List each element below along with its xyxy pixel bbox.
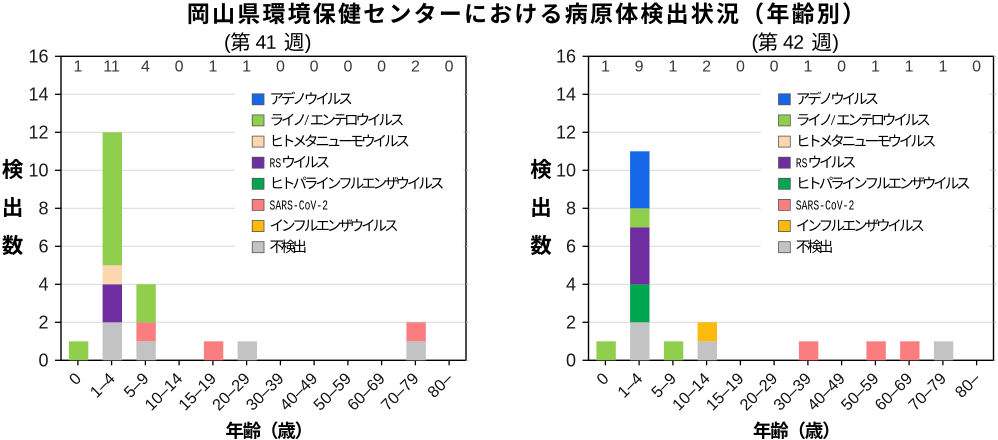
svg-text:10: 10	[556, 161, 576, 181]
svg-text:1: 1	[601, 59, 610, 76]
svg-text:0: 0	[837, 59, 846, 76]
svg-text:1: 1	[73, 59, 82, 76]
svg-text:0: 0	[310, 59, 319, 76]
svg-text:1: 1	[208, 59, 217, 76]
svg-text:0: 0	[276, 59, 285, 76]
svg-text:0: 0	[972, 59, 981, 76]
svg-text:8: 8	[38, 199, 48, 219]
svg-text:14: 14	[556, 85, 576, 105]
svg-text:0: 0	[566, 351, 576, 371]
svg-text:0: 0	[38, 351, 48, 371]
svg-text:16: 16	[556, 47, 576, 67]
svg-text:0: 0	[175, 59, 184, 76]
svg-text:1: 1	[803, 59, 812, 76]
svg-text:0: 0	[343, 59, 352, 76]
svg-text:0: 0	[377, 59, 386, 76]
svg-text:10: 10	[28, 161, 48, 181]
svg-text:6: 6	[566, 237, 576, 257]
svg-text:11: 11	[103, 59, 120, 76]
svg-text:1: 1	[871, 59, 880, 76]
svg-text:1: 1	[668, 59, 677, 76]
svg-text:1: 1	[242, 59, 251, 76]
svg-text:4: 4	[38, 275, 48, 295]
svg-text:6: 6	[38, 237, 48, 257]
svg-text:0: 0	[736, 59, 745, 76]
svg-text:0: 0	[445, 59, 454, 76]
svg-text:4: 4	[141, 59, 150, 76]
svg-text:2: 2	[411, 59, 420, 76]
svg-text:2: 2	[38, 313, 48, 333]
svg-text:2: 2	[566, 313, 576, 333]
svg-text:1: 1	[938, 59, 947, 76]
svg-text:12: 12	[28, 123, 48, 143]
svg-text:1: 1	[905, 59, 914, 76]
svg-text:8: 8	[566, 199, 576, 219]
svg-text:16: 16	[28, 47, 48, 67]
svg-text:9: 9	[635, 59, 644, 76]
svg-text:14: 14	[28, 85, 48, 105]
svg-text:0: 0	[770, 59, 779, 76]
svg-text:4: 4	[566, 275, 576, 295]
svg-text:2: 2	[702, 59, 711, 76]
svg-text:12: 12	[556, 123, 576, 143]
